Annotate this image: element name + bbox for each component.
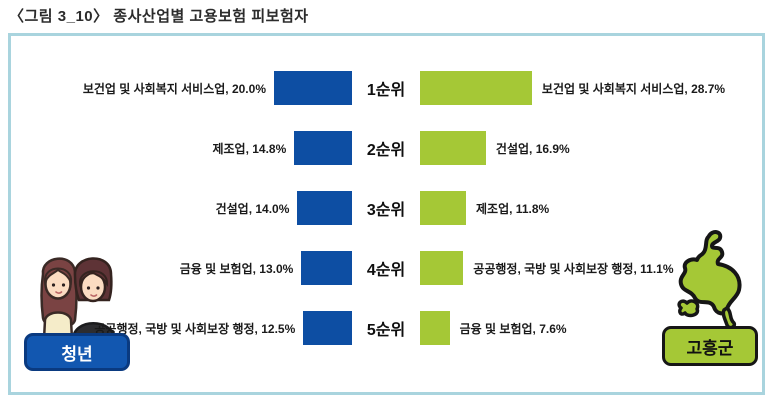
left-bar-label: 보건업 및 사회복지 서비스업, 20.0% (82, 81, 266, 96)
rank-label: 5순위 (366, 322, 406, 339)
right-bar (420, 251, 464, 285)
right-zone: 금융 및 보험업, 7.6% (420, 311, 762, 345)
goheung-badge: 고흥군 (662, 326, 758, 366)
right-zone: 건설업, 16.9% (420, 131, 762, 165)
chart-row: 공공행정, 국방 및 사회보장 행정, 12.5% 5순위 금융 및 보험업, … (11, 298, 762, 358)
left-bar (274, 71, 352, 105)
left-zone: 보건업 및 사회복지 서비스업, 20.0% (11, 71, 352, 105)
right-bar-label: 공공행정, 국방 및 사회보장 행정, 11.1% (473, 261, 674, 276)
left-bar-label: 금융 및 보험업, 13.0% (179, 261, 294, 276)
right-zone: 제조업, 11.8% (420, 191, 762, 225)
goheung-map-icon (654, 228, 776, 337)
rank-label: 3순위 (366, 202, 406, 219)
left-bar-label: 공공행정, 국방 및 사회보장 행정, 12.5% (94, 321, 296, 336)
left-bar-label: 제조업, 14.8% (212, 141, 287, 156)
goheung-map-svg (677, 230, 742, 330)
rank-label: 2순위 (366, 142, 406, 159)
left-zone: 건설업, 14.0% (11, 191, 352, 225)
right-bar-label: 제조업, 11.8% (476, 201, 550, 216)
left-bar (303, 311, 352, 345)
youth-badge: 청년 (24, 333, 130, 371)
youth-couple-illustration (25, 242, 133, 347)
chart-row: 제조업, 14.8% 2순위 건설업, 16.9% (11, 118, 762, 178)
right-bar-label: 건설업, 16.9% (495, 141, 570, 156)
right-bar (420, 311, 450, 345)
right-bar-label: 금융 및 보험업, 7.6% (459, 321, 567, 336)
figure-title: 〈그림 3_10〉 종사산업별 고용보험 피보험자 (9, 8, 309, 25)
left-bar (294, 131, 352, 165)
right-bar (420, 131, 486, 165)
right-bar (420, 191, 467, 225)
right-zone: 보건업 및 사회복지 서비스업, 28.7% (420, 71, 762, 105)
youth-couple-svg (40, 257, 117, 341)
right-bar (420, 71, 532, 105)
rank-label: 4순위 (366, 262, 406, 279)
chart-frame: 보건업 및 사회복지 서비스업, 20.0% 1순위 보건업 및 사회복지 서비… (8, 33, 765, 395)
rank-label: 1순위 (366, 82, 406, 99)
left-zone: 제조업, 14.8% (11, 131, 352, 165)
left-zone: 금융 및 보험업, 13.0% (11, 251, 352, 285)
left-zone: 공공행정, 국방 및 사회보장 행정, 12.5% (11, 311, 352, 345)
left-bar (301, 251, 352, 285)
chart-rows: 보건업 및 사회복지 서비스업, 20.0% 1순위 보건업 및 사회복지 서비… (11, 58, 762, 358)
right-zone: 공공행정, 국방 및 사회보장 행정, 11.1% (420, 251, 762, 285)
left-bar-label: 건설업, 14.0% (215, 201, 290, 216)
chart-row: 건설업, 14.0% 3순위 제조업, 11.8% (11, 178, 762, 238)
right-bar-label: 보건업 및 사회복지 서비스업, 28.7% (541, 81, 726, 96)
left-bar (297, 191, 352, 225)
chart-row: 금융 및 보험업, 13.0% 4순위 공공행정, 국방 및 사회보장 행정, … (11, 238, 762, 298)
chart-row: 보건업 및 사회복지 서비스업, 20.0% 1순위 보건업 및 사회복지 서비… (11, 58, 762, 118)
